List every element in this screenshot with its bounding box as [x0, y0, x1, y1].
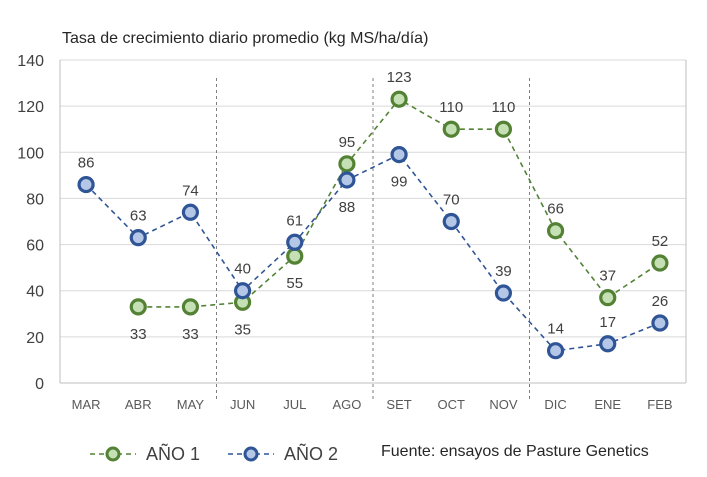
source-note: Fuente: ensayos de Pasture Genetics [381, 443, 649, 460]
x-tick-label: SET [386, 397, 411, 412]
x-tick-label: AGO [332, 397, 361, 412]
data-point [233, 282, 252, 300]
legend-item-ano-1: AÑO 1 [88, 444, 200, 465]
y-tick-label: 120 [17, 99, 44, 116]
data-point [390, 145, 408, 164]
series-line-2 [85, 153, 661, 352]
season-separators [216, 78, 530, 400]
x-tick-label: ABR [125, 397, 152, 412]
data-label: 33 [130, 326, 147, 343]
data-point [494, 120, 513, 138]
data-label: 17 [599, 314, 616, 331]
data-point [286, 233, 304, 251]
x-tick-label: JUL [283, 397, 306, 412]
y-tick-label: 100 [17, 145, 44, 162]
x-tick-label: FEB [647, 397, 672, 412]
axes [59, 60, 687, 384]
data-point [442, 212, 460, 231]
data-point [599, 335, 617, 353]
data-label: 63 [130, 208, 147, 225]
legend: AÑO 1 AÑO 2 [88, 440, 364, 468]
data-point [546, 222, 565, 240]
legend-label-ano-2: AÑO 2 [284, 443, 339, 464]
data-label: 52 [652, 233, 669, 250]
x-tick-label: OCT [438, 397, 466, 412]
data-label: 110 [439, 99, 463, 116]
data-label: 40 [234, 261, 251, 278]
data-point [390, 90, 408, 108]
line-chart: 0 20 40 60 80 100 120 140 MAR ABR MAY JUN JUL AGO SET… [17, 53, 687, 412]
series-line-1 [138, 98, 661, 308]
data-label: 66 [547, 201, 564, 218]
data-label: 95 [339, 134, 356, 151]
x-tick-label: NOV [489, 397, 518, 412]
data-point [651, 314, 669, 332]
x-tick-label: JUN [230, 397, 255, 412]
data-label: 14 [547, 321, 564, 338]
data-label: 88 [339, 199, 356, 216]
data-point [181, 298, 200, 316]
data-label: 74 [182, 182, 199, 199]
y-tick-label: 60 [26, 238, 44, 255]
data-point [181, 203, 200, 221]
data-label: 99 [391, 174, 408, 191]
x-tick-labels: MAR ABR MAY JUN JUL AGO SET OCT NOV DIC ENE FEB [72, 397, 673, 412]
data-label: 70 [443, 192, 460, 209]
data-point [599, 289, 617, 307]
series-lines [77, 90, 669, 360]
y-tick-label: 40 [26, 284, 44, 301]
data-label: 86 [78, 155, 95, 172]
data-label: 33 [182, 326, 199, 343]
x-tick-label: DIC [544, 397, 566, 412]
chart-title: Tasa de crecimiento diario promedio (kg … [62, 30, 429, 47]
y-tick-label: 20 [26, 330, 44, 347]
data-label: 61 [286, 212, 303, 229]
data-label: 37 [599, 268, 616, 285]
legend-item-ano-2: AÑO 2 [226, 444, 338, 465]
x-tick-label: MAY [177, 397, 205, 412]
y-tick-label: 0 [35, 376, 44, 393]
data-label: 123 [387, 69, 412, 86]
data-label: 35 [234, 321, 251, 338]
data-point [129, 229, 147, 247]
y-tick-labels: 0 20 40 60 80 100 120 140 [17, 53, 44, 393]
y-tick-label: 140 [17, 53, 44, 70]
x-tick-label: MAR [72, 397, 101, 412]
y-tick-label: 80 [26, 191, 44, 208]
x-tick-label: ENE [594, 397, 621, 412]
data-labels: 33 33 35 55 95 123 110 110 66 37 52 86 63 74 40 61 88 99 7… [78, 69, 669, 343]
data-label: 26 [652, 293, 669, 310]
data-point [338, 155, 356, 173]
data-label: 110 [491, 99, 515, 116]
legend-marker-ano-2 [228, 446, 275, 462]
data-label: 55 [286, 275, 303, 292]
data-label: 39 [495, 263, 512, 280]
data-point [442, 120, 460, 138]
data-point [286, 247, 304, 265]
data-point [129, 298, 147, 316]
legend-label-ano-1: AÑO 1 [146, 443, 201, 464]
data-point [338, 171, 356, 189]
data-point [651, 254, 669, 272]
data-point [77, 175, 95, 194]
data-point [546, 342, 565, 360]
legend-marker-ano-1 [90, 446, 136, 462]
data-point [494, 284, 513, 302]
